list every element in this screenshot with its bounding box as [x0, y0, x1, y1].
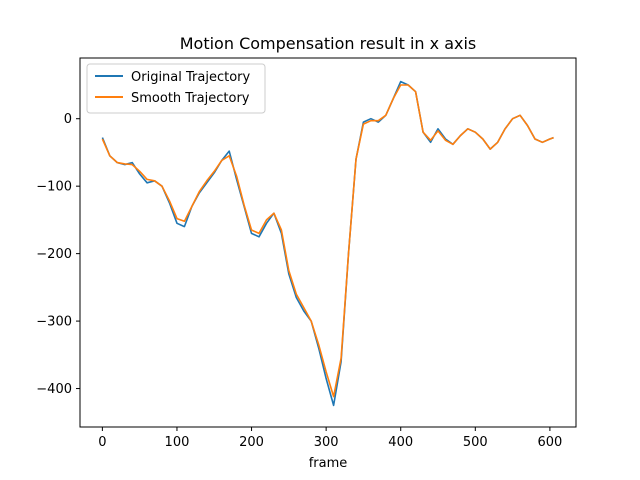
- x-axis-label: frame: [309, 456, 348, 471]
- x-tick-label: 300: [314, 435, 339, 450]
- plot-area: [79, 57, 577, 428]
- y-tick-label: −200: [36, 247, 72, 262]
- legend: Original Trajectory Smooth Trajectory: [86, 63, 266, 114]
- x-tick-label: 600: [537, 435, 562, 450]
- x-axis: 0 100 200 300 400 500 600: [98, 427, 562, 450]
- legend-box: [86, 63, 266, 114]
- x-tick-label: 200: [239, 435, 264, 450]
- series-line-smooth-trajectory: [101, 84, 554, 398]
- legend-label-original: Original Trajectory: [131, 70, 250, 85]
- x-tick-label: 400: [388, 435, 413, 450]
- x-tick-label: 500: [463, 435, 488, 450]
- series-layer: [101, 80, 554, 407]
- axes-frame: [79, 57, 577, 428]
- y-axis: 0 −100 −200 −300 −400: [36, 112, 80, 397]
- y-tick-label: 0: [64, 112, 72, 127]
- y-tick-label: −300: [36, 315, 72, 330]
- x-tick-label: 100: [165, 435, 190, 450]
- y-tick-label: −100: [36, 180, 72, 195]
- y-tick-label: −400: [36, 382, 72, 397]
- x-tick-label: 0: [98, 435, 106, 450]
- chart-title: Motion Compensation result in x axis: [180, 34, 477, 53]
- legend-label-smooth: Smooth Trajectory: [131, 91, 250, 106]
